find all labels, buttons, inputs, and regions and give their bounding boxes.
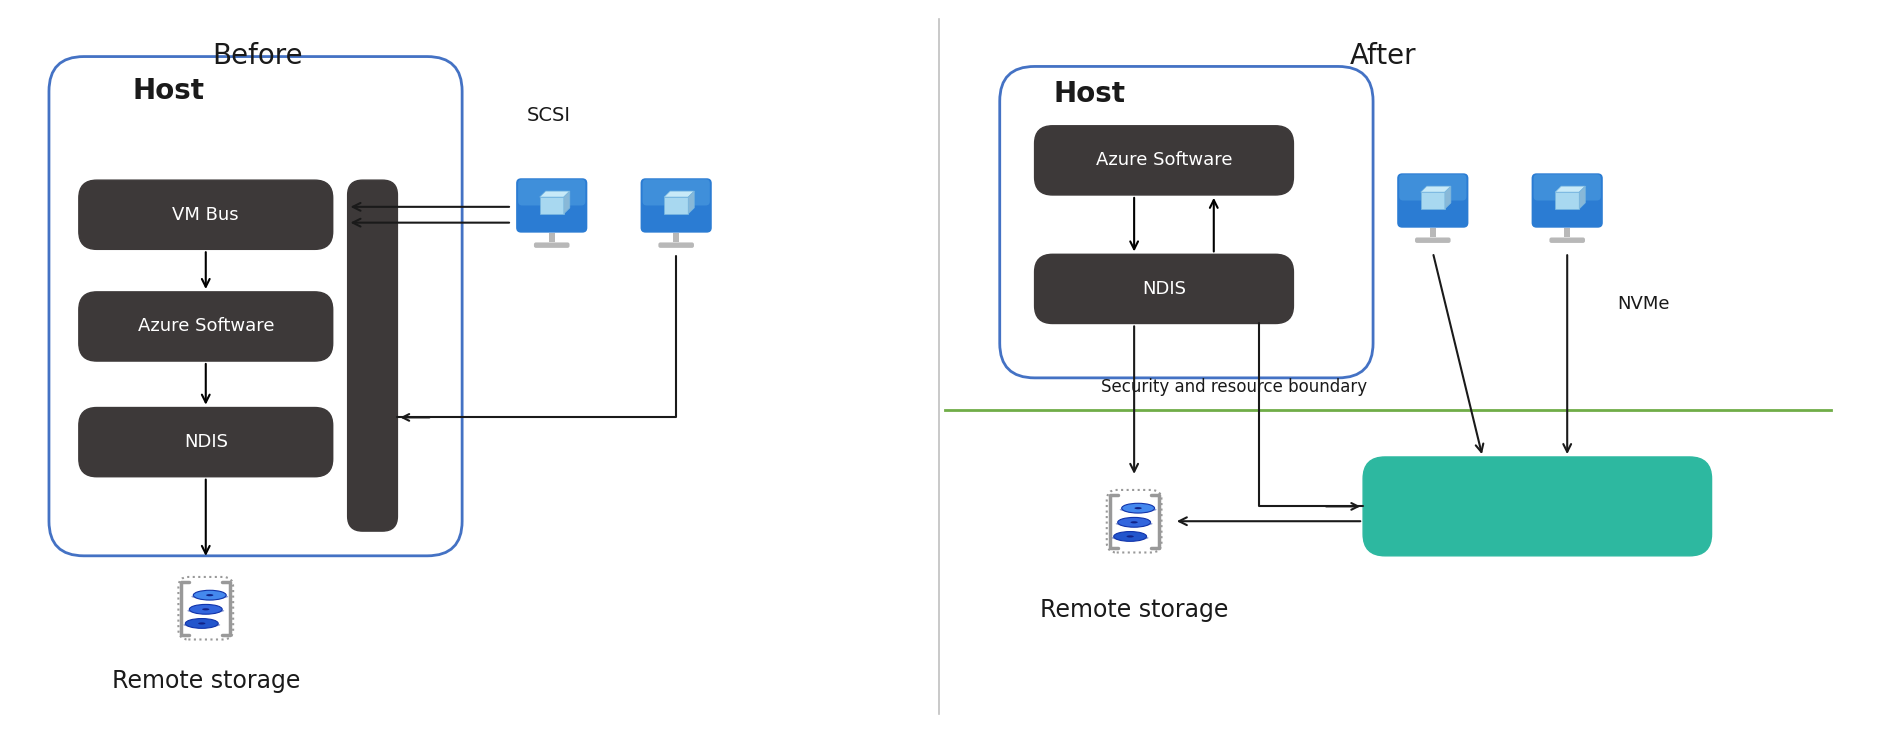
Polygon shape xyxy=(1421,192,1445,209)
Polygon shape xyxy=(539,191,569,197)
Polygon shape xyxy=(663,191,693,197)
Ellipse shape xyxy=(1120,507,1157,512)
Text: Host: Host xyxy=(132,77,205,105)
FancyBboxPatch shape xyxy=(1415,237,1451,243)
Polygon shape xyxy=(673,232,678,243)
FancyBboxPatch shape xyxy=(641,178,712,232)
Polygon shape xyxy=(549,232,554,243)
FancyBboxPatch shape xyxy=(1398,173,1467,228)
FancyBboxPatch shape xyxy=(348,180,398,531)
Text: Remote storage: Remote storage xyxy=(1039,598,1229,622)
FancyBboxPatch shape xyxy=(1000,67,1374,378)
FancyBboxPatch shape xyxy=(79,292,333,361)
FancyBboxPatch shape xyxy=(1531,173,1603,228)
FancyBboxPatch shape xyxy=(1362,457,1712,556)
Ellipse shape xyxy=(192,594,227,599)
Text: Azure Boost: Azure Boost xyxy=(1475,496,1599,516)
Text: After: After xyxy=(1349,42,1417,70)
Text: NVMe: NVMe xyxy=(1618,295,1669,313)
FancyBboxPatch shape xyxy=(79,408,333,476)
Ellipse shape xyxy=(1122,504,1154,513)
Ellipse shape xyxy=(203,608,209,611)
Polygon shape xyxy=(1563,228,1571,237)
Ellipse shape xyxy=(1131,521,1139,523)
Ellipse shape xyxy=(207,594,214,596)
Text: NDIS: NDIS xyxy=(184,433,227,451)
Polygon shape xyxy=(1578,186,1586,209)
Ellipse shape xyxy=(194,590,225,600)
Text: Security and resource boundary: Security and resource boundary xyxy=(1101,377,1366,396)
Text: NDIS: NDIS xyxy=(1142,280,1186,298)
Polygon shape xyxy=(1556,192,1578,209)
Polygon shape xyxy=(564,191,569,214)
Ellipse shape xyxy=(1114,531,1146,542)
Ellipse shape xyxy=(188,608,224,614)
Polygon shape xyxy=(1430,228,1436,237)
Polygon shape xyxy=(663,197,688,214)
Ellipse shape xyxy=(186,619,218,628)
FancyBboxPatch shape xyxy=(1533,174,1601,201)
FancyBboxPatch shape xyxy=(1035,126,1293,195)
Polygon shape xyxy=(539,197,564,214)
FancyBboxPatch shape xyxy=(643,180,710,205)
Polygon shape xyxy=(1421,186,1451,192)
Ellipse shape xyxy=(184,622,220,627)
Polygon shape xyxy=(1556,186,1586,192)
Polygon shape xyxy=(688,191,693,214)
Text: VM Bus: VM Bus xyxy=(173,206,239,224)
FancyBboxPatch shape xyxy=(658,243,693,248)
Ellipse shape xyxy=(1135,507,1142,509)
Polygon shape xyxy=(1445,186,1451,209)
FancyBboxPatch shape xyxy=(1400,174,1466,201)
Text: Hyper-V: Hyper-V xyxy=(365,325,380,386)
FancyBboxPatch shape xyxy=(49,56,462,556)
FancyBboxPatch shape xyxy=(79,180,333,249)
Text: Before: Before xyxy=(212,42,303,70)
FancyBboxPatch shape xyxy=(534,243,569,248)
Ellipse shape xyxy=(1116,521,1152,526)
Text: Azure Software: Azure Software xyxy=(137,317,274,336)
FancyBboxPatch shape xyxy=(1550,237,1586,243)
Text: Remote storage: Remote storage xyxy=(111,669,301,693)
Ellipse shape xyxy=(1127,535,1133,537)
FancyBboxPatch shape xyxy=(517,178,588,232)
Text: Azure Software: Azure Software xyxy=(1095,152,1233,169)
Text: SCSI: SCSI xyxy=(526,106,571,125)
Ellipse shape xyxy=(190,605,222,614)
Text: Host: Host xyxy=(1054,80,1126,108)
Ellipse shape xyxy=(197,622,205,625)
FancyBboxPatch shape xyxy=(1035,254,1293,323)
Ellipse shape xyxy=(1118,517,1150,527)
Ellipse shape xyxy=(1112,536,1148,540)
FancyBboxPatch shape xyxy=(519,180,586,205)
